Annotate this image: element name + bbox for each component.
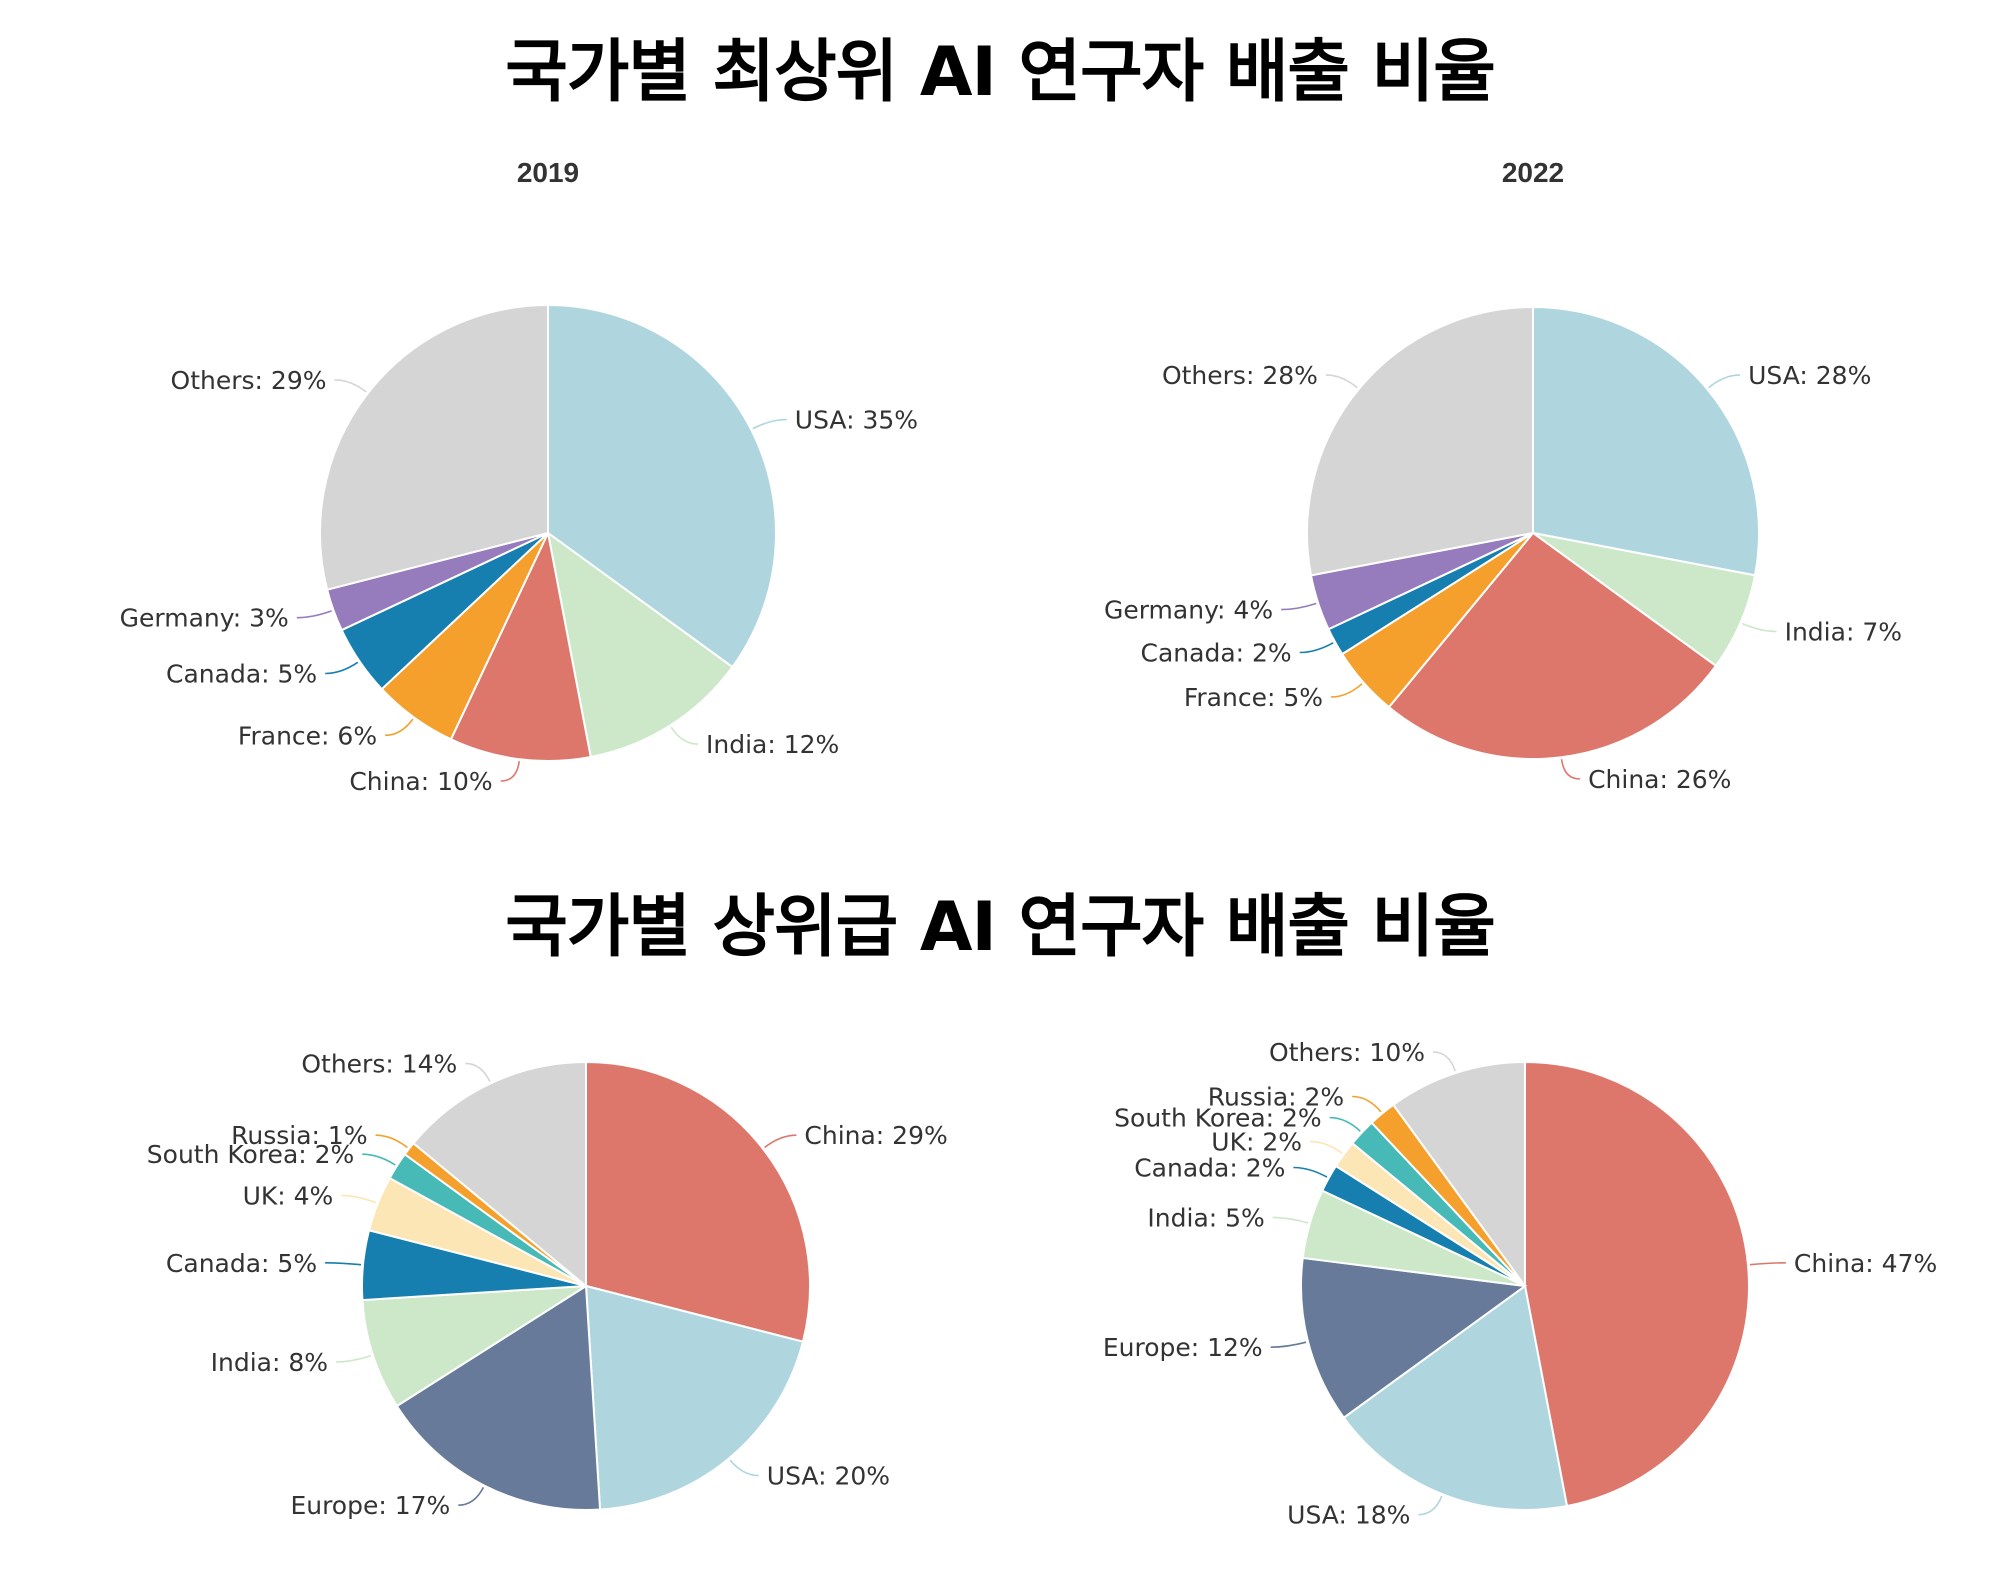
- slice-label-canada: Canada: 5%: [166, 660, 317, 689]
- leader-line-russia: [1352, 1095, 1382, 1113]
- slice-label-india: India: 7%: [1785, 618, 1902, 647]
- slice-label-uk: UK: 2%: [1211, 1127, 1302, 1156]
- slice-label-india: India: 12%: [706, 730, 839, 759]
- leader-line-germany: [296, 610, 332, 619]
- slice-label-others: Others: 14%: [301, 1049, 457, 1078]
- pie-slice-europe: [1300, 1256, 1528, 1420]
- slice-label-china: China: 29%: [804, 1121, 947, 1150]
- pie-slice-china: [1387, 531, 1718, 760]
- slice-label-canada: Canada: 2%: [1141, 639, 1292, 668]
- leader-line-russia: [375, 1134, 408, 1149]
- leader-line-usa: [1708, 374, 1741, 389]
- pie-slice-usa: [547, 303, 777, 669]
- leader-line-usa: [729, 1459, 759, 1477]
- leader-line-china: [1749, 1262, 1786, 1266]
- slice-label-france: France: 6%: [238, 721, 377, 750]
- pie-chart-2: 2022 USA: 28% India: 7% China: 26% France: 5…: [1104, 157, 1902, 794]
- leader-line-india: [1741, 622, 1777, 633]
- pie-charts: 2019 USA: 35% India: 12% China: 10% France: …: [120, 157, 1938, 1530]
- leader-line-uk: [1309, 1140, 1343, 1154]
- slice-label-china: China: 10%: [349, 767, 492, 796]
- slice-label-china: China: 26%: [1588, 765, 1731, 794]
- leader-line-others: [334, 379, 367, 393]
- pie-chart-title: 2022: [1502, 157, 1564, 188]
- pie-slice-india: [361, 1285, 587, 1408]
- leader-line-china: [500, 761, 520, 782]
- pie-slice-india: [546, 530, 734, 759]
- slice-label-russia: Russia: 2%: [1208, 1083, 1344, 1112]
- slice-label-germany: Germany: 4%: [1104, 596, 1273, 625]
- leader-line-uk: [341, 1194, 377, 1204]
- pie-slice-others: [1391, 1060, 1526, 1290]
- slice-label-canada: Canada: 5%: [166, 1249, 317, 1278]
- leader-line-canada: [1299, 642, 1334, 654]
- pie-slice-usa: [1532, 305, 1760, 577]
- leader-line-france: [385, 718, 414, 737]
- section-title-top: 국가별 최상위 AI 연구자 배출 비율: [505, 33, 1495, 112]
- leader-line-others: [465, 1062, 491, 1082]
- pie-chart-title: 2019: [517, 157, 579, 188]
- leader-line-germany: [1281, 602, 1317, 611]
- slice-label-others: Others: 29%: [171, 366, 327, 395]
- leader-line-india: [1272, 1216, 1309, 1224]
- leader-line-china: [1560, 759, 1581, 780]
- leader-line-south-korea: [1329, 1116, 1361, 1132]
- slice-label-usa: USA: 28%: [1748, 361, 1871, 390]
- leader-line-canada: [325, 1262, 362, 1266]
- leader-line-others: [1325, 374, 1358, 389]
- pie-chart-4: China: 47% USA: 18% Europe: 12% India: 5% Ca…: [1103, 1038, 1937, 1530]
- slice-label-germany: Germany: 3%: [120, 604, 289, 633]
- slice-label-others: Others: 10%: [1269, 1038, 1425, 1067]
- slice-label-china: China: 47%: [1794, 1249, 1937, 1278]
- slice-label-india: India: 8%: [211, 1348, 328, 1377]
- leader-line-india: [670, 726, 699, 745]
- slice-label-others: Others: 28%: [1162, 361, 1318, 390]
- slice-label-south-korea: South Korea: 2%: [147, 1140, 355, 1169]
- leader-line-india: [335, 1355, 372, 1363]
- leader-line-others: [1432, 1051, 1456, 1072]
- pie-slice-china: [449, 529, 592, 762]
- slice-label-europe: Europe: 17%: [290, 1491, 450, 1520]
- section-title-bottom: 국가별 상위급 AI 연구자 배출 비율: [505, 888, 1495, 967]
- pie-slice-others: [1306, 305, 1534, 577]
- leader-line-south-korea: [362, 1153, 396, 1166]
- leader-line-canada: [1293, 1166, 1328, 1178]
- slice-label-india: India: 5%: [1147, 1203, 1264, 1232]
- slice-label-canada: Canada: 2%: [1134, 1154, 1285, 1183]
- pie-chart-3: China: 29% USA: 20% Europe: 17% India: 8% Ca…: [147, 1049, 948, 1520]
- slice-label-usa: USA: 18%: [1287, 1501, 1410, 1530]
- leader-line-europe: [458, 1487, 485, 1506]
- pie-slice-china: [585, 1060, 811, 1343]
- leader-line-usa: [752, 418, 787, 430]
- leader-line-china: [764, 1134, 797, 1149]
- slice-label-europe: Europe: 12%: [1103, 1333, 1263, 1362]
- slice-label-usa: USA: 35%: [795, 406, 918, 435]
- slice-label-south-korea: South Korea: 2%: [1114, 1104, 1322, 1133]
- leader-line-france: [1330, 683, 1363, 698]
- pie-slice-others: [319, 303, 549, 591]
- pie-slice-others: [412, 1060, 587, 1289]
- slice-label-france: France: 5%: [1184, 683, 1323, 712]
- leader-line-europe: [1270, 1341, 1307, 1348]
- pie-chart-1: 2019 USA: 35% India: 12% China: 10% France: …: [120, 157, 918, 796]
- slice-label-uk: UK: 4%: [243, 1181, 334, 1210]
- pie-slice-europe: [395, 1284, 602, 1511]
- pie-slice-usa: [1342, 1284, 1569, 1511]
- slice-label-russia: Russia: 1%: [231, 1121, 367, 1150]
- leader-line-usa: [1418, 1495, 1443, 1516]
- pie-slice-usa: [584, 1284, 805, 1511]
- leader-line-canada: [325, 661, 359, 675]
- pie-slice-china: [1524, 1060, 1750, 1508]
- slice-label-usa: USA: 20%: [767, 1462, 890, 1491]
